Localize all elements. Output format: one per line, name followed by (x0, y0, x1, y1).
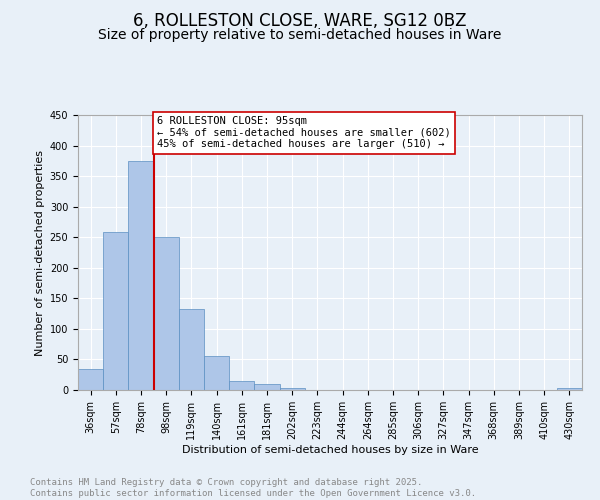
Text: Contains HM Land Registry data © Crown copyright and database right 2025.
Contai: Contains HM Land Registry data © Crown c… (30, 478, 476, 498)
Text: Size of property relative to semi-detached houses in Ware: Size of property relative to semi-detach… (98, 28, 502, 42)
Bar (229, 382, 254, 390)
Bar (78, 368, 103, 390)
Bar (557, 388, 582, 390)
Bar (103, 232, 128, 390)
Bar (280, 388, 305, 390)
Text: 6, ROLLESTON CLOSE, WARE, SG12 0BZ: 6, ROLLESTON CLOSE, WARE, SG12 0BZ (133, 12, 467, 30)
Y-axis label: Number of semi-detached properties: Number of semi-detached properties (35, 150, 46, 356)
Bar (204, 356, 229, 390)
X-axis label: Distribution of semi-detached houses by size in Ware: Distribution of semi-detached houses by … (182, 444, 478, 454)
Bar (254, 384, 280, 390)
Bar (179, 308, 204, 390)
Bar (154, 236, 179, 390)
Text: 6 ROLLESTON CLOSE: 95sqm
← 54% of semi-detached houses are smaller (602)
45% of : 6 ROLLESTON CLOSE: 95sqm ← 54% of semi-d… (157, 116, 451, 150)
Bar (128, 162, 154, 390)
